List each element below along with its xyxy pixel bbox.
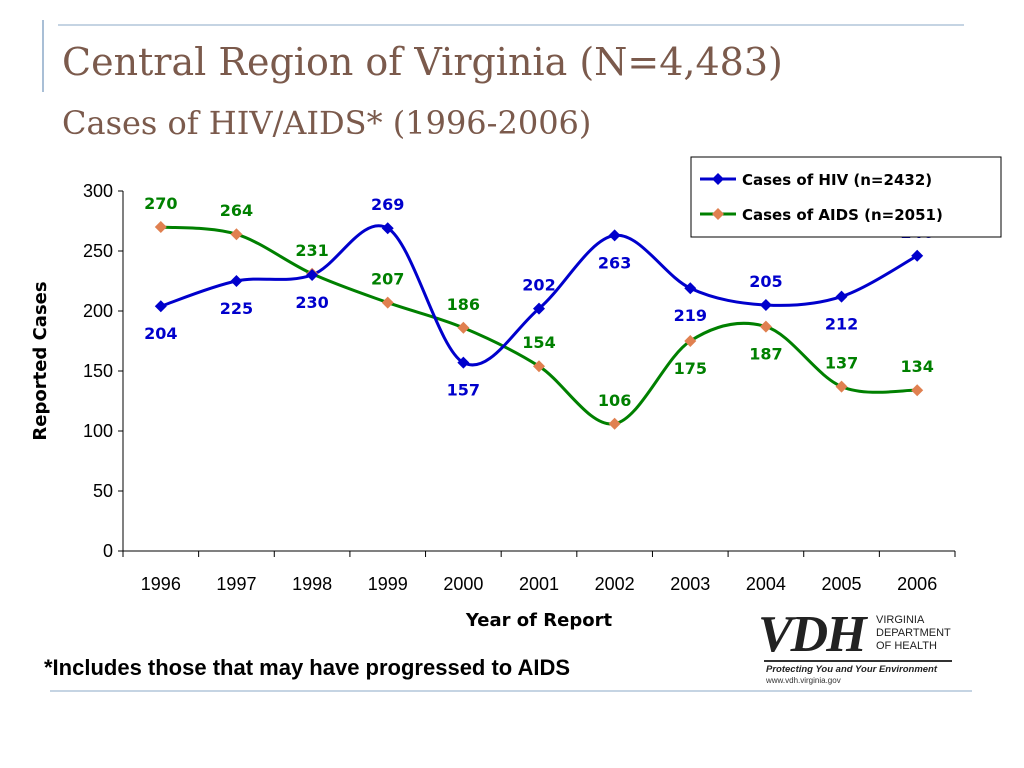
vdh-logo: VDH VIRGINIA DEPARTMENT OF HEALTH Protec…	[758, 608, 958, 688]
hiv-data-point	[230, 275, 243, 287]
logo-url: www.vdh.virginia.gov	[766, 676, 841, 685]
aids-data-label: 175	[674, 359, 707, 378]
aids-data-point	[154, 221, 167, 233]
aids-data-label: 134	[900, 357, 933, 376]
x-tick-label: 2000	[443, 574, 483, 594]
aids-data-label: 186	[447, 295, 480, 314]
x-tick-label: 1997	[216, 574, 256, 594]
logo-org-line: OF HEALTH	[876, 640, 937, 652]
hiv-data-label: 212	[825, 315, 858, 334]
slide-title: Central Region of Virginia (N=4,483)	[62, 40, 783, 84]
hiv-data-label: 225	[220, 299, 253, 318]
x-tick-label: 2005	[822, 574, 862, 594]
hiv-data-point	[608, 229, 621, 242]
hiv-data-point	[154, 300, 167, 313]
hiv-data-label: 205	[749, 272, 782, 291]
aids-data-point	[457, 321, 470, 334]
aids-data-label: 106	[598, 391, 631, 410]
footnote: *Includes those that may have progressed…	[44, 655, 571, 680]
aids-data-point	[608, 417, 621, 430]
y-tick-label: 200	[83, 301, 113, 321]
aids-data-point	[381, 296, 394, 309]
logo-rule	[764, 660, 952, 662]
aids-data-label: 231	[295, 241, 328, 260]
hiv-data-point	[911, 249, 924, 262]
x-tick-label: 2006	[897, 574, 937, 594]
y-tick-label: 0	[103, 541, 113, 561]
logo-org-name: VIRGINIA DEPARTMENT OF HEALTH	[876, 614, 951, 653]
aids-data-label: 154	[522, 333, 555, 352]
hiv-data-point	[759, 299, 772, 311]
y-tick-label: 50	[93, 481, 113, 501]
aids-series-line	[160, 225, 918, 426]
aids-data-label: 270	[144, 194, 177, 213]
legend-box	[690, 156, 1002, 238]
hiv-data-point	[684, 282, 697, 295]
aids-data-point	[684, 335, 697, 347]
aids-data-label: 187	[749, 345, 782, 364]
hiv-data-label: 204	[144, 324, 177, 343]
x-axis-title: Year of Report	[465, 610, 613, 631]
y-tick-label: 250	[83, 241, 113, 261]
y-tick-label: 100	[83, 421, 113, 441]
x-tick-label: 1999	[368, 574, 408, 594]
hiv-data-label: 202	[522, 276, 555, 295]
aids-data-label: 207	[371, 270, 404, 289]
hiv-data-label: 269	[371, 195, 404, 214]
aids-data-label: 264	[220, 201, 253, 220]
legend-hiv-label: Cases of HIV (n=2432)	[742, 171, 932, 189]
y-axis-title: Reported Cases	[30, 281, 51, 440]
aids-data-point	[759, 320, 772, 333]
hiv-data-point	[835, 290, 848, 303]
accent-top-rule	[58, 24, 964, 26]
hiv-data-point	[306, 269, 319, 281]
logo-org-line: VIRGINIA	[876, 614, 925, 626]
logo-tagline: Protecting You and Your Environment	[766, 664, 938, 675]
x-tick-label: 1996	[141, 574, 181, 594]
accent-vertical-rule	[42, 20, 44, 92]
hiv-data-point	[457, 356, 470, 369]
hiv-data-label: 157	[447, 381, 480, 400]
x-tick-label: 2002	[595, 574, 635, 594]
x-tick-label: 2004	[746, 574, 786, 594]
legend-aids-label: Cases of AIDS (n=2051)	[742, 206, 943, 224]
logo-org-line: DEPARTMENT	[876, 627, 951, 639]
y-tick-label: 300	[83, 181, 113, 201]
aids-data-point	[533, 360, 545, 373]
x-tick-label: 2003	[670, 574, 710, 594]
accent-bottom-rule	[50, 690, 972, 692]
slide-subtitle: Cases of HIV/AIDS* (1996-2006)	[62, 104, 592, 142]
hiv-data-label: 263	[598, 253, 631, 272]
aids-data-point	[911, 384, 924, 397]
hiv-data-point	[381, 222, 394, 235]
hiv-data-point	[533, 302, 545, 315]
legend-aids-marker	[712, 208, 724, 220]
x-tick-label: 1998	[292, 574, 332, 594]
aids-data-point	[835, 380, 848, 393]
aids-data-label: 137	[825, 354, 858, 373]
y-tick-label: 150	[83, 361, 113, 381]
logo-mark: VDH	[758, 606, 867, 663]
x-tick-label: 2001	[519, 574, 559, 594]
hiv-data-label: 230	[295, 293, 328, 312]
legend-hiv-marker	[712, 173, 724, 185]
hiv-data-label: 219	[674, 306, 707, 325]
aids-data-point	[230, 228, 243, 241]
